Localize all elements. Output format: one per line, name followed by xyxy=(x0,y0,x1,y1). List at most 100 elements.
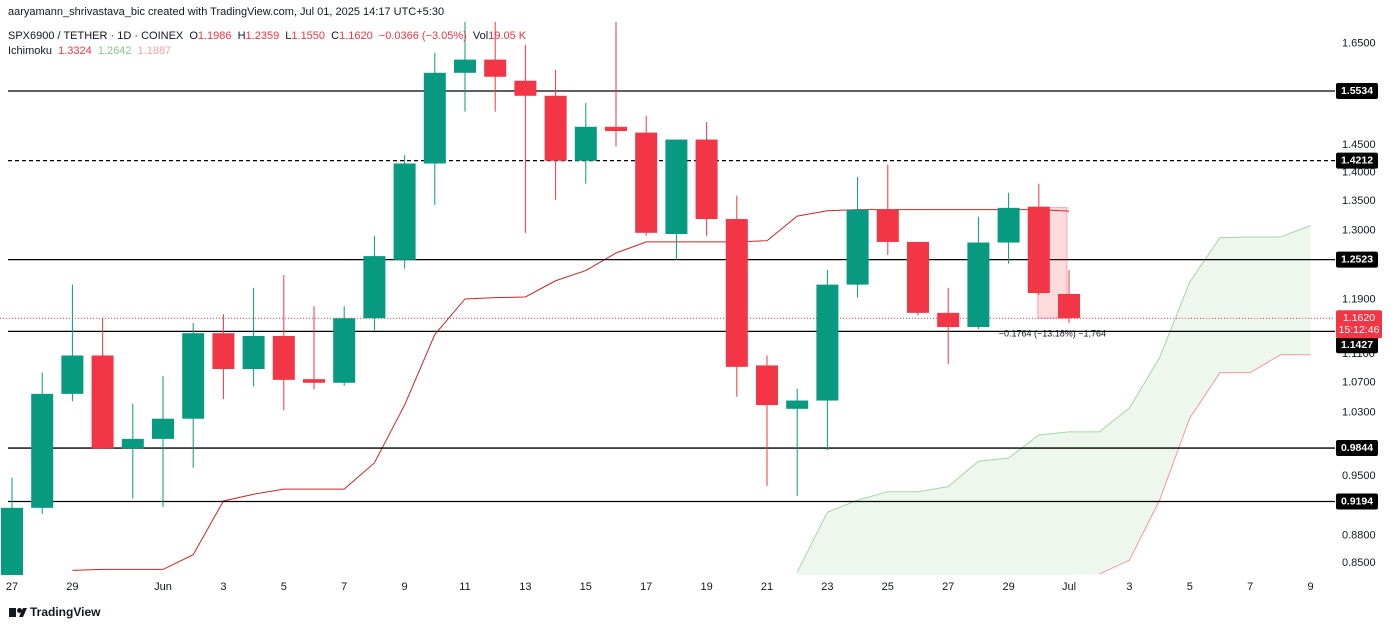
candle-body xyxy=(484,59,507,77)
level-label-box xyxy=(1336,337,1378,354)
indicator-name: Ichimoku xyxy=(8,45,53,57)
change: −0.0366 (−3.05%) xyxy=(378,30,467,42)
x-tick-label: 3 xyxy=(220,581,226,593)
cloud-fill xyxy=(797,225,1311,575)
candle-body xyxy=(242,335,265,370)
x-tick-label: Jun xyxy=(154,581,172,593)
candle-body xyxy=(454,59,476,73)
candle-body xyxy=(574,126,597,161)
level-label-box xyxy=(1336,440,1378,457)
x-tick-label: 7 xyxy=(1247,581,1253,593)
candle-body xyxy=(605,126,627,132)
x-tick-label: 27 xyxy=(942,581,954,593)
candle-body xyxy=(363,256,386,319)
symbol-bar: SPX6900 / TETHER · 1D · COINEX O1.1986 H… xyxy=(8,30,529,42)
y-tick-label: 1.3000 xyxy=(1342,224,1376,236)
x-tick-label: 3 xyxy=(1126,581,1132,593)
candle-body xyxy=(816,284,839,401)
candle-body xyxy=(665,139,688,235)
ohlc-label: L xyxy=(285,30,292,42)
candle-body xyxy=(725,219,748,367)
y-tick-label: 0.9500 xyxy=(1342,470,1376,482)
candle-body xyxy=(393,163,416,260)
footer-logo: TradingView xyxy=(9,605,101,619)
x-tick-label: 5 xyxy=(281,581,287,593)
indicator-value: 1.2642 xyxy=(97,45,132,57)
candle-body xyxy=(1027,206,1050,294)
level-label: 1.5534 xyxy=(1341,85,1373,97)
candle-body xyxy=(907,241,929,313)
x-tick-label: 19 xyxy=(700,581,712,593)
y-tick-label: 1.1900 xyxy=(1342,294,1376,306)
symbol: SPX6900 / TETHER · 1D · COINEX xyxy=(8,30,184,42)
candle-body xyxy=(544,95,567,161)
y-tick-label: 1.4000 xyxy=(1342,166,1376,178)
last-price-label: 1.1620 xyxy=(1343,312,1375,324)
candle-body xyxy=(182,333,205,419)
indicator-bar: Ichimoku 1.3324 1.2642 1.1887 xyxy=(8,45,174,57)
ohlc-value: 1.1986 xyxy=(197,30,232,42)
ohlc-label: O xyxy=(189,30,198,42)
candle-body xyxy=(967,242,990,328)
ohlc-label: H xyxy=(237,30,246,42)
x-tick-label: 7 xyxy=(341,581,347,593)
candle-body xyxy=(121,438,144,449)
level-label-box xyxy=(1336,251,1378,268)
candle-body xyxy=(635,132,658,233)
level-label: 1.2523 xyxy=(1341,253,1373,265)
x-tick-label: 27 xyxy=(6,581,18,593)
x-tick-label: 21 xyxy=(761,581,773,593)
y-tick-label: 1.3500 xyxy=(1342,195,1376,207)
candle-body xyxy=(514,80,537,96)
x-tick-label: 25 xyxy=(882,581,894,593)
x-tick-label: 15 xyxy=(580,581,592,593)
x-tick-label: 11 xyxy=(459,581,470,593)
ohlc-value: 1.2359 xyxy=(245,30,280,42)
x-tick-label: 23 xyxy=(821,581,833,593)
span-a-line xyxy=(796,225,1311,573)
x-tick-label: 9 xyxy=(402,581,408,593)
level-label: 0.9844 xyxy=(1341,442,1373,454)
ohlc-value: 1.1620 xyxy=(339,30,373,42)
ohlc-value: 1.1550 xyxy=(291,30,326,42)
candle-body xyxy=(212,333,235,370)
x-tick-label: Jul xyxy=(1062,581,1076,593)
candle-body xyxy=(31,393,54,508)
indicator-value: 1.1887 xyxy=(137,45,172,57)
candle-body xyxy=(91,355,114,449)
span-b-line xyxy=(1098,354,1311,575)
base-line xyxy=(72,209,1070,571)
footer-brand: TradingView xyxy=(30,605,101,619)
measure-label: −0.1764 (−13.18%) −1,764 xyxy=(999,329,1106,339)
candle-body xyxy=(846,209,869,285)
x-tick-label: 29 xyxy=(66,581,78,593)
level-label-box xyxy=(1336,152,1378,169)
level-label-box xyxy=(1336,493,1378,510)
y-tick-label: 1.4500 xyxy=(1342,139,1376,151)
candle-body xyxy=(303,379,325,383)
candle-body xyxy=(272,335,295,380)
y-tick-label: 0.8500 xyxy=(1342,557,1376,569)
volume: 19.05 K xyxy=(488,30,527,42)
candle-body xyxy=(333,318,356,383)
candle-body xyxy=(756,365,778,406)
candle-body xyxy=(152,418,174,439)
candle-body xyxy=(937,312,960,328)
y-tick-label: 1.6500 xyxy=(1342,38,1376,50)
candle-body xyxy=(876,209,899,242)
candle-body xyxy=(1,507,23,575)
candle-body xyxy=(695,139,718,220)
y-tick-label: 1.0300 xyxy=(1342,407,1376,419)
countdown: 15:12:46 xyxy=(1339,324,1380,336)
volume-label: Vol xyxy=(472,30,489,42)
level-label: 1.4212 xyxy=(1341,154,1373,166)
level-label: 0.9194 xyxy=(1341,495,1373,507)
y-tick-label: 0.8800 xyxy=(1342,530,1376,542)
candle-body xyxy=(997,207,1020,243)
x-tick-label: 9 xyxy=(1308,581,1314,593)
x-tick-label: 29 xyxy=(1002,581,1014,593)
axes: 1.65001.45001.40001.35001.30001.19001.11… xyxy=(6,38,1382,593)
candle-body xyxy=(1058,293,1080,319)
